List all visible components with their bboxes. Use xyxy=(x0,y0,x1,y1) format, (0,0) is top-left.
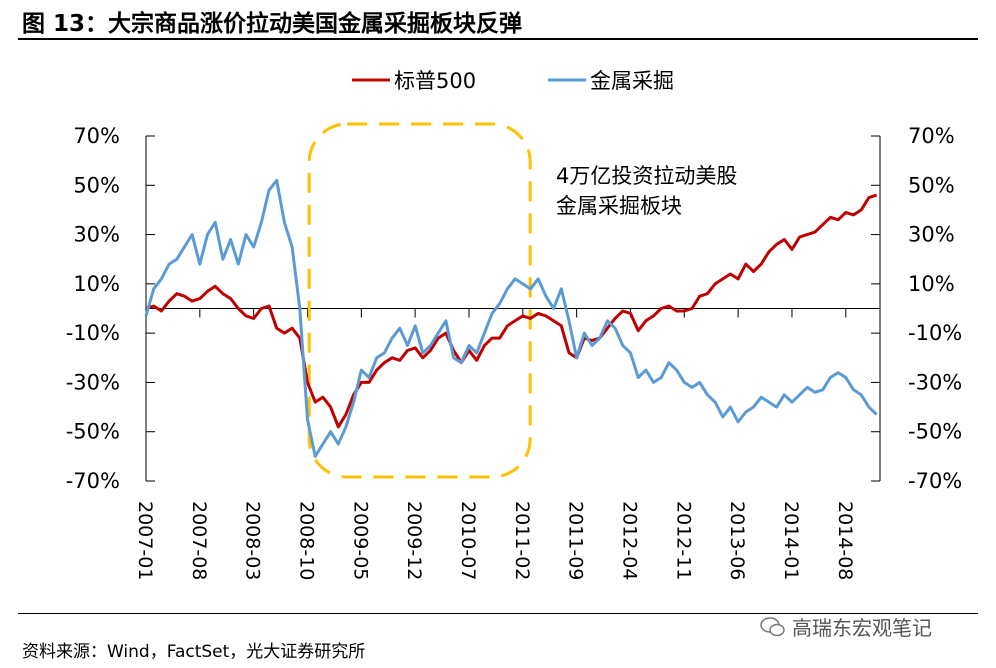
left-y-tick-label: -10% xyxy=(66,321,120,345)
figure-title: 图 13：大宗商品涨价拉动美国金属采掘板块反弹 xyxy=(22,11,523,37)
x-tick-label: 2008-10 xyxy=(295,501,317,580)
highlight-box xyxy=(307,122,532,479)
x-tick-label: 2007-01 xyxy=(134,501,156,580)
left-y-tick-label: -50% xyxy=(66,420,120,444)
x-tick-label: 2012-04 xyxy=(618,501,640,580)
legend-label-2: 金属采掘 xyxy=(590,69,674,93)
right-y-tick-label: -10% xyxy=(908,321,962,345)
source-note: 资料来源：Wind，FactSet，光大证券研究所 xyxy=(22,642,366,662)
watermark-text: 高瑞东宏观笔记 xyxy=(792,616,932,640)
left-y-tick-label: 30% xyxy=(73,223,120,247)
watermark: 高瑞东宏观笔记 xyxy=(760,612,932,641)
x-tick-label: 2007-08 xyxy=(188,501,210,580)
x-tick-label: 2014-08 xyxy=(834,501,856,580)
left-y-tick-label: 10% xyxy=(73,272,120,296)
right-y-tick-label: -30% xyxy=(908,370,962,394)
right-y-tick-label: 50% xyxy=(908,173,955,197)
right-y-tick-label: 30% xyxy=(908,223,955,247)
left-y-tick-label: -70% xyxy=(66,469,120,493)
x-tick-label: 2012-11 xyxy=(672,501,694,580)
series-line-1 xyxy=(145,193,878,429)
left-y-tick-label: 70% xyxy=(73,124,120,148)
x-tick-label: 2008-03 xyxy=(242,501,264,580)
left-y-tick-label: 50% xyxy=(73,173,120,197)
series-line-2 xyxy=(144,178,878,458)
x-tick-label: 2009-05 xyxy=(349,501,371,580)
right-y-tick-label: 70% xyxy=(908,124,955,148)
x-tick-label: 2010-07 xyxy=(457,501,479,580)
annotation-text: 金属采掘板块 xyxy=(556,194,682,218)
annotation-text: 4万亿投资拉动美股 xyxy=(556,164,737,188)
right-y-tick-label: -50% xyxy=(908,420,962,444)
x-tick-label: 2009-12 xyxy=(403,501,425,580)
wechat-icon xyxy=(760,616,785,636)
x-tick-label: 2011-02 xyxy=(511,501,533,580)
x-tick-label: 2014-01 xyxy=(780,501,802,580)
right-y-tick-label: 10% xyxy=(908,272,955,296)
right-y-tick-label: -70% xyxy=(908,469,962,493)
legend-label-1: 标普500 xyxy=(394,69,476,93)
title-divider xyxy=(18,38,978,40)
left-y-tick-label: -30% xyxy=(66,370,120,394)
x-tick-label: 2011-09 xyxy=(565,501,587,580)
footer-divider xyxy=(18,613,978,614)
x-tick-label: 2013-06 xyxy=(726,501,748,580)
